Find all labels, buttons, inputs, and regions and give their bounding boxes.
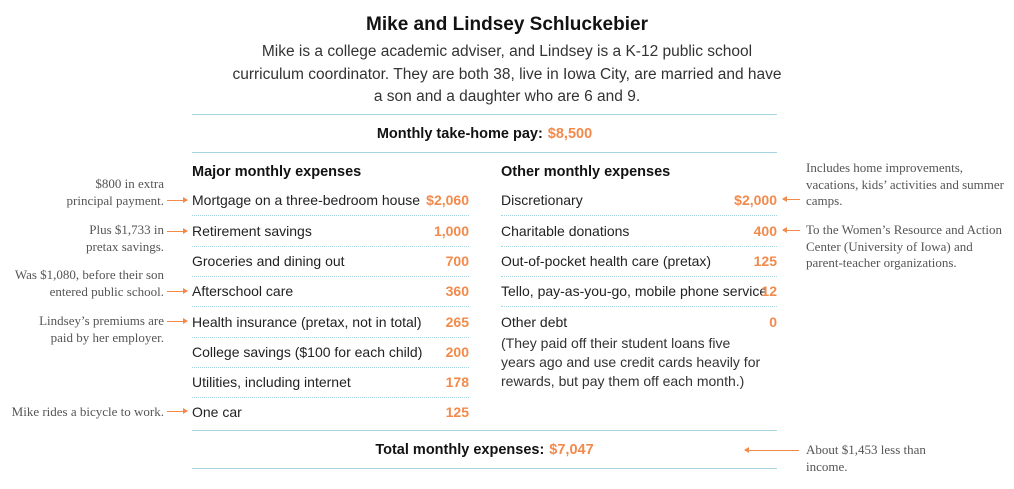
expense-value: 700: [445, 253, 469, 269]
expense-label: Charitable donations: [501, 223, 630, 239]
page-title: Mike and Lindsey Schluckebier: [366, 14, 648, 35]
table-row: Utilities, including internet 178: [192, 367, 469, 398]
expense-label: One car: [192, 404, 242, 420]
income-value: $8,500: [547, 126, 593, 142]
expense-value: $2,060: [426, 192, 469, 208]
arrow-right-icon: [167, 318, 188, 324]
table-row: Retirement savings 1,000: [192, 216, 469, 247]
expense-value: 125: [753, 253, 777, 269]
divider-bottom: [192, 468, 777, 469]
expense-label: College savings ($100 for each child): [192, 344, 423, 360]
expense-value: 12: [761, 283, 777, 299]
expense-label: Mortgage on a three-bedroom house: [192, 192, 421, 208]
total-label: Total monthly expenses:: [375, 442, 545, 458]
expense-label: Out-of-pocket health care (pretax): [501, 253, 712, 269]
total-value: $7,047: [549, 442, 594, 458]
expense-label: Utilities, including internet: [192, 374, 351, 390]
arrow-right-icon: [167, 228, 188, 234]
other-debt-note: (They paid off their student loans five …: [501, 335, 761, 389]
expense-value: 400: [753, 223, 777, 239]
annotation-health: Lindsey’s premiums are paid by her emplo…: [39, 313, 164, 345]
arrow-left-icon: [782, 227, 800, 233]
major-expenses-heading: Major monthly expenses: [192, 164, 362, 180]
arrow-right-icon: [167, 197, 188, 203]
intro-text: Mike is a college academic adviser, and …: [232, 43, 782, 105]
arrow-right-icon: [167, 408, 188, 414]
divider-top: [192, 114, 777, 115]
table-row: Other debt 0: [501, 307, 777, 337]
expense-label: Groceries and dining out: [192, 253, 345, 269]
annotation-mortgage: $800 in extra principal payment.: [66, 176, 164, 208]
income-label: Monthly take-home pay:: [376, 126, 543, 142]
table-row: Discretionary $2,000: [501, 185, 777, 216]
expense-label: Discretionary: [501, 192, 583, 208]
annotation-car: Mike rides a bicycle to work.: [11, 404, 164, 419]
table-row: One car 125: [192, 397, 469, 427]
expense-label: Retirement savings: [192, 223, 312, 239]
expense-label: Tello, pay-as-you-go, mobile phone servi…: [501, 283, 768, 299]
expense-value: 200: [445, 344, 469, 360]
arrow-left-icon: [782, 196, 800, 202]
table-row: Mortgage on a three-bedroom house $2,060: [192, 185, 469, 216]
table-row: College savings ($100 for each child) 20…: [192, 337, 469, 368]
income-line: Monthly take-home pay: $8,500: [192, 126, 777, 142]
table-row: Groceries and dining out 700: [192, 246, 469, 277]
table-row: Out-of-pocket health care (pretax) 125: [501, 246, 777, 277]
table-row: Charitable donations 400: [501, 216, 777, 247]
expense-value: 265: [445, 314, 469, 330]
expense-value: 0: [769, 314, 777, 330]
expense-value: 360: [445, 283, 469, 299]
expense-value: 125: [445, 404, 469, 420]
annotation-afterschool: Was $1,080, before their son entered pub…: [14, 267, 164, 299]
annotation-retirement: Plus $1,733 in pretax savings.: [86, 222, 164, 254]
annotation-total: About $1,453 less than income.: [806, 442, 926, 474]
total-line: Total monthly expenses: $7,047: [192, 442, 777, 458]
annotation-charitable: To the Women’s Resource and Action Cente…: [806, 222, 1003, 270]
annotation-discretionary: Includes home improvements, vacations, k…: [806, 160, 1004, 208]
divider-total: [192, 430, 777, 431]
expense-value: 178: [445, 374, 469, 390]
divider-income: [192, 152, 777, 153]
expense-label: Other debt: [501, 314, 568, 330]
table-row: Tello, pay-as-you-go, mobile phone servi…: [501, 276, 777, 307]
arrow-left-icon: [744, 447, 799, 453]
expense-value: 1,000: [433, 223, 469, 239]
expense-label: Health insurance (pretax, not in total): [192, 314, 422, 330]
arrow-right-icon: [167, 288, 188, 294]
other-expenses-heading: Other monthly expenses: [501, 164, 671, 180]
expense-value: $2,000: [734, 192, 777, 208]
expense-label: Afterschool care: [192, 283, 294, 299]
table-row: Health insurance (pretax, not in total) …: [192, 307, 469, 338]
table-row: Afterschool care 360: [192, 276, 469, 307]
